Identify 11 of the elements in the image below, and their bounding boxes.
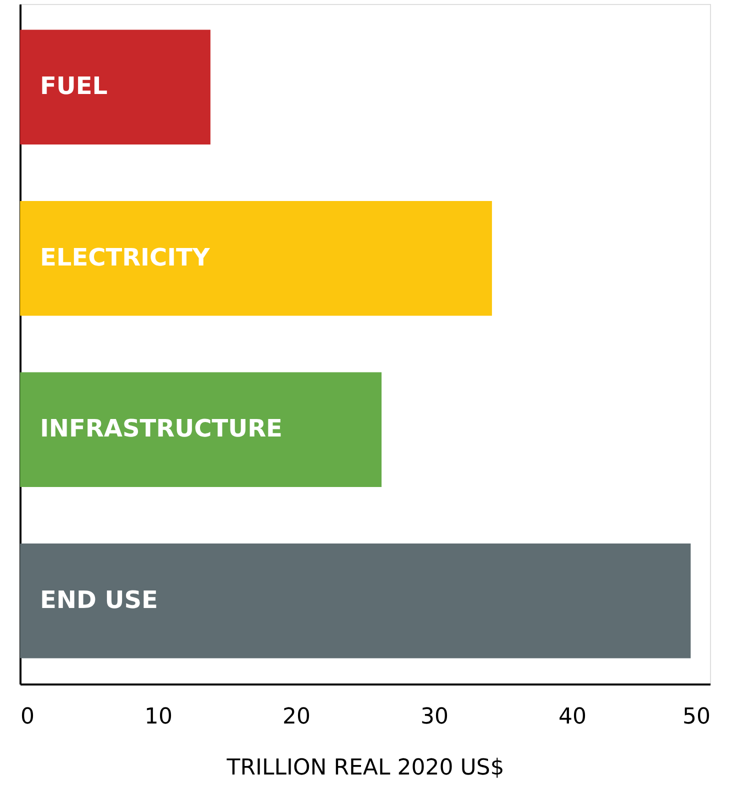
y-tick-label: INFRASTRUCTURE: [40, 414, 282, 443]
x-tick-label: 40: [558, 704, 586, 730]
x-axis-title: TRILLION REAL 2020 US$: [226, 756, 504, 780]
x-tick-label: 30: [420, 704, 448, 730]
x-tick-label: 20: [282, 704, 310, 730]
x-tick-label: 0: [20, 704, 34, 730]
x-tick-label: 50: [682, 704, 710, 730]
y-tick-label: FUEL: [40, 72, 108, 100]
x-tick-label: 10: [144, 704, 172, 730]
y-tick-label: ELECTRICITY: [40, 243, 210, 272]
y-tick-label: END USE: [40, 586, 158, 614]
